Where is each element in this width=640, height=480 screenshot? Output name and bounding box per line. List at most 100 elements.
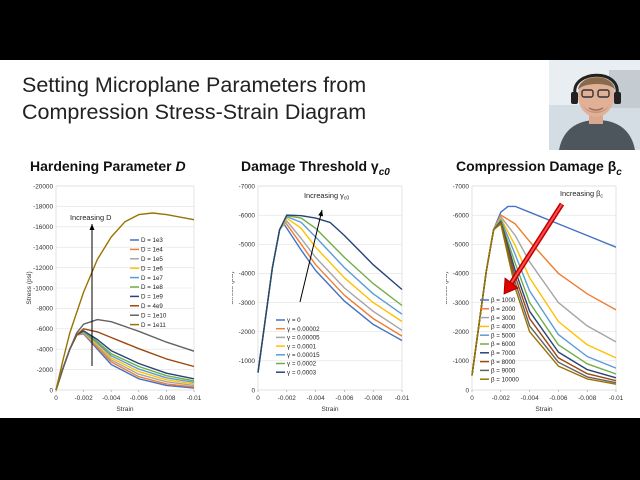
series-line: [55, 212, 195, 391]
red-arrow-icon: [503, 202, 565, 295]
y-tick-label: -6000: [453, 212, 470, 219]
y-tick-label: -4000: [239, 271, 256, 278]
legend-label: β = 10000: [491, 376, 519, 383]
legend-label: β = 4000: [491, 324, 516, 331]
legend-label: β = 9000: [491, 368, 516, 375]
y-axis-label: Stress (psi): [232, 271, 235, 304]
y-tick-label: -6000: [37, 326, 54, 333]
chart-2-title-symbol: γ: [370, 158, 379, 174]
x-axis-label: Strain: [321, 406, 339, 413]
compression-damage-chart: 0 -1000 -2000 -3000 -4000 -5000 -6000 -7000 0 -0.…: [446, 183, 624, 413]
legend-label: D = 1e11: [141, 322, 166, 329]
legend-label: β = 5000: [491, 332, 516, 339]
annotation-subscript: c0: [344, 196, 350, 202]
slide-title: Setting Microplane Parameters from Compr…: [22, 72, 542, 126]
legend-label: D = 1e7: [141, 275, 163, 282]
slide-title-line-2: Compression Stress-Strain Diagram: [22, 100, 367, 124]
y-axis-label: Stress (psi): [26, 271, 33, 304]
series-line: [471, 223, 617, 385]
x-tick-label: -0.008: [364, 395, 383, 402]
y-tick-label: -12000: [33, 265, 53, 272]
plot-area: [257, 185, 403, 391]
chart-2-title-text: Damage Threshold: [241, 158, 368, 174]
x-tick-label: -0.002: [278, 395, 297, 402]
legend-label: β = 1000: [491, 297, 516, 304]
y-tick-label: -2000: [453, 329, 470, 336]
x-tick-label: 0: [54, 395, 58, 402]
red-arrow-highlight: [509, 203, 563, 286]
x-tick-label: -0.008: [578, 395, 597, 402]
y-tick-label: 0: [251, 387, 255, 394]
chart-2-title-subscript: c0: [378, 166, 390, 178]
plot-area: [471, 185, 617, 391]
annotation-label: Increasing γc0: [304, 191, 349, 202]
chart-3-title-subscript: c: [616, 166, 622, 178]
y-tick-label: -7000: [453, 183, 470, 190]
legend-label: D = 1e8: [141, 284, 163, 291]
x-tick-label: -0.006: [549, 395, 568, 402]
y-tick-label: -1000: [239, 358, 256, 365]
damage-threshold-chart: 0 -1000 -2000 -3000 -4000 -5000 -6000 -7000 0 -0.…: [232, 183, 410, 413]
y-tick-label: -4000: [37, 347, 54, 354]
legend-label: β = 8000: [491, 359, 516, 366]
legend-label: γ = 0.00015: [287, 352, 320, 359]
x-tick-label: -0.01: [395, 395, 410, 402]
annotation-subscript: c: [600, 194, 603, 200]
y-tick-label: -10000: [33, 285, 53, 292]
x-tick-label: 0: [470, 395, 474, 402]
x-tick-label: -0.004: [102, 395, 121, 402]
presentation-slide: Setting Microplane Parameters from Compr…: [0, 60, 640, 418]
y-tick-label: -5000: [453, 242, 470, 249]
y-tick-label: -3000: [239, 300, 256, 307]
webcam-video-feed: [549, 60, 640, 150]
hardening-parameter-chart: 0 -2000 -4000 -6000 -8000 -10000 -12000 -14000 -…: [26, 183, 202, 413]
annotation-label: Increasing D: [70, 213, 112, 222]
annotation-arrow-icon: [89, 224, 95, 366]
legend-label: β = 3000: [491, 315, 516, 322]
legend-label: γ = 0.0001: [287, 343, 317, 350]
x-tick-label: -0.002: [492, 395, 511, 402]
red-arrow-head: [503, 277, 519, 295]
x-tick-label: 0: [256, 395, 260, 402]
arrow-head: [318, 210, 324, 217]
legend-label: γ = 0: [287, 317, 301, 324]
annotation-label: Increasing βc: [560, 189, 603, 200]
legend-label: γ = 0.0003: [287, 369, 317, 376]
y-tick-label: -14000: [33, 245, 53, 252]
y-tick-label: -16000: [33, 224, 53, 231]
y-tick-label: -8000: [37, 306, 54, 313]
arrow-head: [89, 224, 95, 230]
x-tick-label: -0.002: [75, 395, 94, 402]
chart-1-title-text: Hardening Parameter: [30, 158, 172, 174]
y-tick-label: -6000: [239, 212, 256, 219]
legend-label: D = 1e6: [141, 265, 163, 272]
y-tick-label: 0: [465, 387, 469, 394]
legend-label: D = 1e5: [141, 256, 163, 263]
chart-3-title-text: Compression Damage: [456, 158, 604, 174]
annotation-symbol: γ: [340, 191, 344, 200]
legend-label: β = 6000: [491, 341, 516, 348]
chart-3-title: Compression Damage βc: [456, 158, 622, 178]
legend-label: γ = 0.00005: [287, 335, 320, 342]
legend-label: D = 1e10: [141, 312, 167, 319]
x-tick-label: -0.006: [335, 395, 354, 402]
x-tick-label: -0.006: [130, 395, 149, 402]
chart-1-title: Hardening Parameter D: [30, 158, 186, 174]
slide-title-line-1: Setting Microplane Parameters from: [22, 73, 367, 97]
y-tick-label: -1000: [453, 358, 470, 365]
x-tick-label: -0.01: [609, 395, 624, 402]
y-tick-label: -7000: [239, 183, 256, 190]
x-axis-label: Strain: [116, 406, 134, 413]
series-line: [257, 214, 403, 373]
x-tick-label: -0.01: [187, 395, 202, 402]
y-tick-label: 0: [49, 387, 53, 394]
arrow-shaft: [299, 209, 323, 303]
y-tick-label: -2000: [37, 367, 54, 374]
y-tick-label: -20000: [33, 183, 53, 190]
legend-label: D = 1e3: [141, 237, 163, 244]
y-tick-label: -4000: [453, 271, 470, 278]
x-tick-label: -0.004: [307, 395, 326, 402]
chart-3-title-symbol: β: [607, 158, 617, 174]
